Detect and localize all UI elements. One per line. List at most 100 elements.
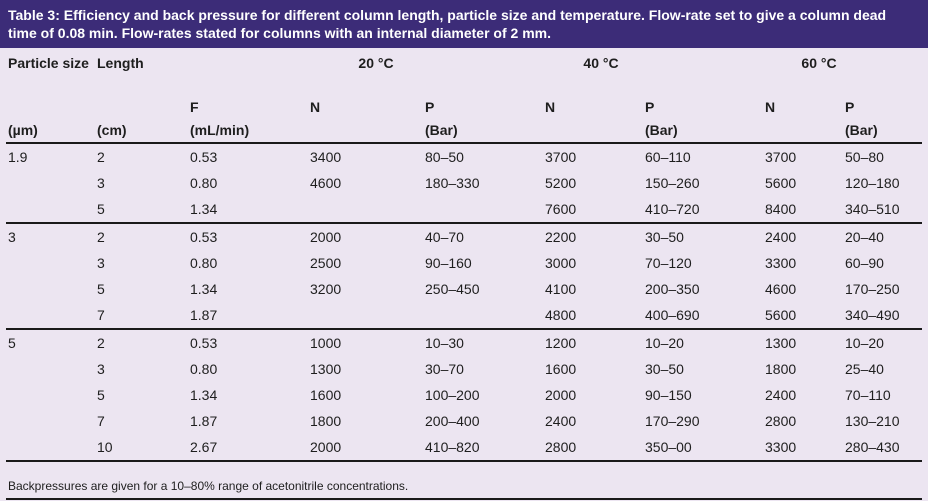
table-cell: 340–490 — [845, 307, 900, 324]
table-cell: 10–20 — [845, 335, 884, 352]
table-cell: 5200 — [545, 175, 577, 192]
table-cell: 1.34 — [190, 281, 218, 298]
table-cell: 0.80 — [190, 255, 218, 272]
table-header: Particle size Length 20 °C 40 °C 60 °C F… — [0, 48, 928, 142]
group-separator-rule — [6, 222, 922, 225]
table-cell: 410–820 — [425, 439, 480, 456]
table-cell: 3 — [97, 255, 105, 272]
table-cell: 1300 — [310, 361, 342, 378]
col-header-p-40c: P — [645, 99, 655, 116]
table-cell: 0.53 — [190, 335, 218, 352]
table-cell: 5 — [97, 201, 105, 218]
table-cell: 7600 — [545, 201, 577, 218]
table-cell: 3 — [97, 361, 105, 378]
table-cell: 180–330 — [425, 175, 480, 192]
particle-size-cell: 3 — [8, 229, 16, 246]
table-cell: 400–690 — [645, 307, 700, 324]
unit-flow: (mL/min) — [190, 122, 250, 139]
table-cell: 200–350 — [645, 281, 700, 298]
table-cell: 340–510 — [845, 201, 900, 218]
table-cell: 0.53 — [190, 229, 218, 246]
table-cell: 1600 — [310, 387, 342, 404]
table-cell: 2800 — [545, 439, 577, 456]
header-row-symbols: F N P N P N P — [0, 96, 928, 118]
table-row: 7 1.87 4800 400–690 5600 340–490 — [0, 302, 928, 328]
col-header-p-60c: P — [845, 99, 855, 116]
table-cell: 1300 — [765, 335, 797, 352]
table-cell: 4100 — [545, 281, 577, 298]
footer-rule — [6, 460, 922, 463]
col-header-n-60c: N — [765, 99, 776, 116]
col-header-p-20c: P — [425, 99, 435, 116]
col-header-particle-size: Particle size — [8, 55, 89, 72]
particle-size-group: 3 2 0.53 2000 40–70 2200 30–50 2400 20–40 3 0.80 25… — [0, 224, 928, 328]
table-cell: 2200 — [545, 229, 577, 246]
table-cell: 0.53 — [190, 149, 218, 166]
table-cell: 2500 — [310, 255, 342, 272]
table-cell: 5600 — [765, 307, 797, 324]
table-cell: 30–70 — [425, 361, 464, 378]
table-body: 1.9 2 0.53 3400 80–50 3700 60–110 3700 50–80 3 0.8… — [0, 144, 928, 460]
table-cell: 1800 — [310, 413, 342, 430]
particle-size-group: 5 2 0.53 1000 10–30 1200 10–20 1300 10–20 3 0.80 13… — [0, 330, 928, 460]
group-separator-rule — [6, 328, 922, 331]
unit-particle-size: (µm) — [8, 122, 38, 139]
footnote-text: Backpressures are given for a 10–80% ran… — [8, 479, 409, 494]
table-cell: 170–250 — [845, 281, 900, 298]
col-header-length: Length — [97, 55, 144, 72]
table-row: 3 0.80 2500 90–160 3000 70–120 3300 60–90 — [0, 250, 928, 276]
table-cell: 3400 — [310, 149, 342, 166]
table-cell: 3300 — [765, 439, 797, 456]
table-cell: 0.80 — [190, 361, 218, 378]
col-header-temp-60c: 60 °C — [801, 55, 837, 72]
table-cell: 3700 — [545, 149, 577, 166]
table-cell: 60–90 — [845, 255, 884, 272]
table-cell: 2400 — [545, 413, 577, 430]
bottom-rule — [6, 498, 922, 500]
table-cell: 2800 — [765, 413, 797, 430]
table-cell: 120–180 — [845, 175, 900, 192]
unit-pressure-40c: (Bar) — [645, 122, 678, 139]
table-cell: 40–70 — [425, 229, 464, 246]
table-cell: 1800 — [765, 361, 797, 378]
table-cell: 410–720 — [645, 201, 700, 218]
table-cell: 80–50 — [425, 149, 464, 166]
table-cell: 250–450 — [425, 281, 480, 298]
footnote: Backpressures are given for a 10–80% ran… — [0, 462, 928, 498]
table-caption-text: Efficiency and back pressure for differe… — [8, 7, 887, 42]
table-caption-label: Table 3: — [8, 7, 60, 23]
unit-pressure-60c: (Bar) — [845, 122, 878, 139]
table-cell: 2000 — [545, 387, 577, 404]
table-cell: 2.67 — [190, 439, 218, 456]
table-cell: 3300 — [765, 255, 797, 272]
table-cell: 90–160 — [425, 255, 472, 272]
table-cell: 5 — [97, 281, 105, 298]
table-row: 5 2 0.53 1000 10–30 1200 10–20 1300 10–20 — [0, 330, 928, 356]
table-cell: 7 — [97, 307, 105, 324]
table-cell: 60–110 — [645, 149, 691, 166]
table-cell: 4600 — [310, 175, 342, 192]
table-cell: 1.34 — [190, 387, 218, 404]
table-cell: 5600 — [765, 175, 797, 192]
table-cell: 200–400 — [425, 413, 480, 430]
table-cell: 130–210 — [845, 413, 900, 430]
table-cell: 350–00 — [645, 439, 692, 456]
table-cell: 70–110 — [845, 387, 891, 404]
particle-size-cell: 1.9 — [8, 149, 28, 166]
table-cell: 10–20 — [645, 335, 684, 352]
table-row: 3 2 0.53 2000 40–70 2200 30–50 2400 20–40 — [0, 224, 928, 250]
col-header-n-40c: N — [545, 99, 556, 116]
col-header-f: F — [190, 99, 199, 116]
table-cell: 170–290 — [645, 413, 700, 430]
table-cell: 3200 — [310, 281, 342, 298]
table-cell: 3700 — [765, 149, 797, 166]
header-row-temperatures: Particle size Length 20 °C 40 °C 60 °C — [0, 48, 928, 96]
table-row: 1.9 2 0.53 3400 80–50 3700 60–110 3700 50–80 — [0, 144, 928, 170]
table-cell: 100–200 — [425, 387, 480, 404]
particle-size-group: 1.9 2 0.53 3400 80–50 3700 60–110 3700 50–80 3 0.8… — [0, 144, 928, 222]
header-rule — [6, 142, 922, 145]
table-cell: 90–150 — [645, 387, 692, 404]
table-cell: 0.80 — [190, 175, 218, 192]
table-row: 3 0.80 1300 30–70 1600 30–50 1800 25–40 — [0, 356, 928, 382]
